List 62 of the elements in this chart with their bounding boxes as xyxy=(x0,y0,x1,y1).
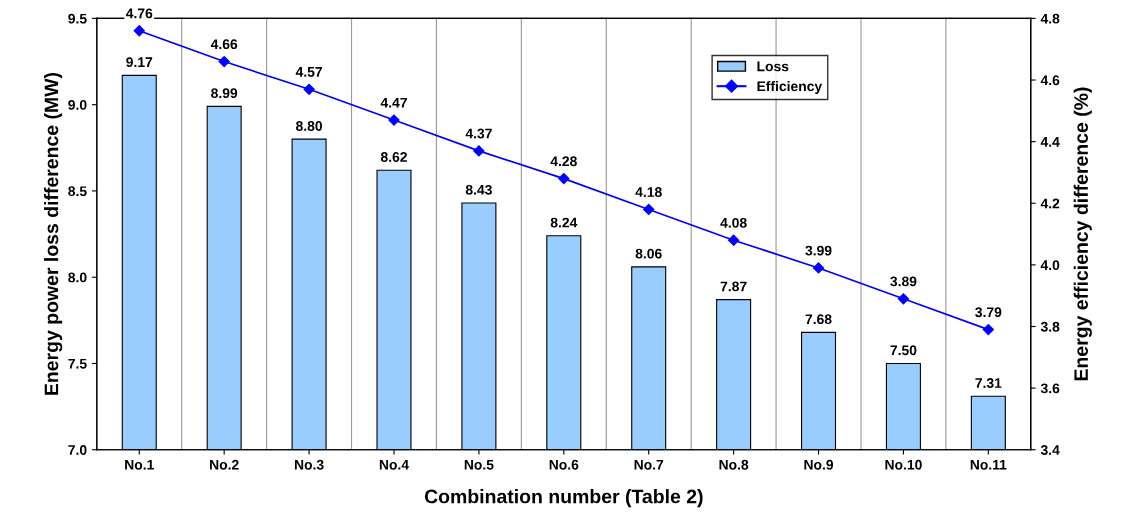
x-tick-label: No.7 xyxy=(634,459,664,470)
point xyxy=(897,293,910,305)
point xyxy=(643,203,655,216)
x-tick-label: No.4 xyxy=(379,459,409,470)
x-tick-label: No.9 xyxy=(804,459,834,470)
y-tick-label: 9.0 xyxy=(68,100,87,110)
data-label: 8.80 xyxy=(296,121,323,131)
data-label: 3.99 xyxy=(805,245,832,256)
y-axis-title: Energy power loss difference (MW) xyxy=(44,72,63,395)
data-label: 4.18 xyxy=(635,187,662,197)
point xyxy=(982,323,994,336)
y2-tick-label: 4.4 xyxy=(1040,137,1060,147)
data-label: 4.66 xyxy=(210,39,238,50)
x-tick-label: No.3 xyxy=(294,459,324,470)
data-label: 4.57 xyxy=(295,67,322,77)
data-label: 3.79 xyxy=(975,307,1002,318)
data-label: 8.62 xyxy=(380,152,407,162)
x-axis-title: Combination number (Table 2) xyxy=(424,489,703,508)
point xyxy=(133,25,145,37)
point xyxy=(218,55,230,68)
y2-tick-label: 3.6 xyxy=(1040,383,1060,394)
x-tick-label: No.2 xyxy=(210,459,239,470)
data-label: 3.89 xyxy=(890,276,917,287)
y-tick-label: 7.0 xyxy=(68,445,87,455)
data-label: 7.50 xyxy=(890,345,917,356)
x-tick-label: No.8 xyxy=(719,459,749,470)
y2-tick-label: 4.6 xyxy=(1040,75,1060,86)
data-label: 9.17 xyxy=(126,57,153,68)
y2-tick-label: 4.8 xyxy=(1040,13,1060,24)
data-label: 4.47 xyxy=(380,97,407,108)
data-label: 4.37 xyxy=(465,128,492,139)
y2-axis-title: Energy efficiency difference (%) xyxy=(1073,87,1092,381)
point xyxy=(812,262,825,274)
data-label: 8.24 xyxy=(550,217,578,228)
data-label: 4.76 xyxy=(125,8,153,19)
x-tick-label: No.5 xyxy=(464,459,494,470)
x-tick-label: No.1 xyxy=(125,459,154,470)
data-label: 8.43 xyxy=(465,184,492,195)
data-label: 4.28 xyxy=(550,156,577,167)
x-tick-label: No.10 xyxy=(885,459,922,470)
data-label: 7.87 xyxy=(720,281,747,292)
y2-tick-label: 4.2 xyxy=(1040,198,1060,209)
y-tick-label: 9.5 xyxy=(68,13,87,24)
data-label: 8.06 xyxy=(635,248,662,259)
y-tick-label: 7.5 xyxy=(68,358,87,369)
legend-label: Loss xyxy=(757,61,789,72)
data-label: 8.99 xyxy=(211,88,238,99)
data-label: 7.68 xyxy=(805,314,832,325)
y-tick-label: 8.5 xyxy=(68,186,87,197)
legend-label: Efficiency xyxy=(757,80,823,94)
y-tick-label: 8.0 xyxy=(68,272,87,283)
point xyxy=(473,145,485,157)
x-tick-label: No.11 xyxy=(970,459,1007,470)
x-tick-label: No.6 xyxy=(549,459,579,470)
data-label: 4.08 xyxy=(720,217,747,228)
y2-tick-label: 3.8 xyxy=(1040,321,1060,332)
point xyxy=(303,83,315,95)
data-label: 7.31 xyxy=(975,378,1002,388)
y2-tick-label: 3.4 xyxy=(1040,445,1060,455)
point xyxy=(728,234,740,246)
point xyxy=(558,173,570,185)
y2-tick-label: 4.0 xyxy=(1040,260,1060,271)
